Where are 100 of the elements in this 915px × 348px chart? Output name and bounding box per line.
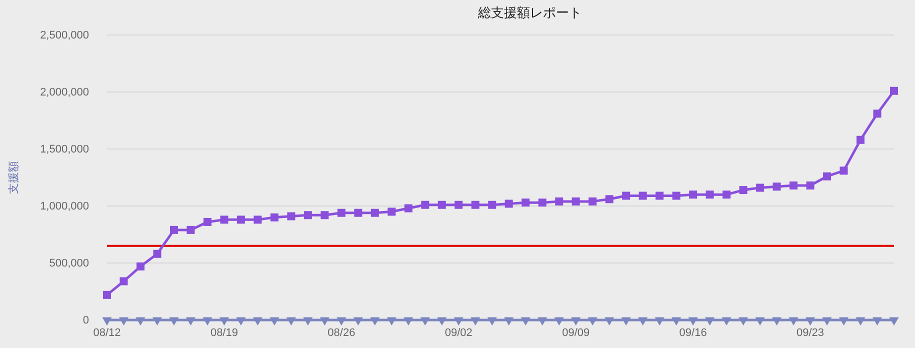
- point: [337, 208, 346, 217]
- point: [388, 208, 396, 216]
- chart-title: 総支援額レポート: [477, 6, 582, 21]
- x-tick-label: 08/19: [210, 326, 238, 339]
- point: [120, 277, 128, 286]
- point: [571, 317, 581, 326]
- point: [672, 317, 682, 326]
- point: [805, 317, 816, 326]
- point: [420, 317, 430, 326]
- point: [103, 290, 111, 299]
- point: [538, 317, 548, 326]
- point: [873, 110, 882, 118]
- point: [454, 200, 463, 209]
- y-tick-label: 1,500,000: [40, 144, 89, 156]
- point: [270, 317, 280, 326]
- point: [153, 250, 162, 258]
- point: [840, 166, 848, 175]
- point: [822, 317, 832, 326]
- point: [470, 317, 480, 326]
- point: [688, 317, 698, 326]
- point: [689, 190, 698, 199]
- point: [588, 197, 597, 206]
- point: [152, 317, 162, 326]
- point: [520, 317, 530, 326]
- point: [738, 317, 748, 326]
- point: [638, 317, 648, 326]
- point: [354, 208, 362, 217]
- point: [538, 198, 546, 207]
- point: [270, 213, 278, 222]
- point: [438, 200, 446, 209]
- point: [252, 317, 263, 326]
- point: [488, 200, 496, 209]
- point: [872, 317, 882, 326]
- point: [806, 181, 814, 190]
- point: [320, 211, 329, 220]
- point: [654, 317, 664, 326]
- point: [890, 86, 898, 95]
- point: [320, 317, 330, 326]
- point: [756, 184, 764, 192]
- point: [605, 195, 614, 204]
- y-tick-label: 2,500,000: [40, 30, 89, 42]
- point: [186, 226, 195, 234]
- point: [823, 172, 832, 180]
- x-tick-label: 08/12: [93, 326, 121, 339]
- x-tick-label: 09/23: [796, 326, 824, 339]
- point: [856, 317, 866, 326]
- point: [889, 317, 899, 326]
- point: [656, 192, 664, 200]
- point: [705, 317, 715, 326]
- point: [437, 317, 447, 326]
- y-tick-label: 0: [82, 314, 89, 327]
- point: [622, 192, 630, 200]
- point: [186, 317, 196, 326]
- point: [287, 212, 296, 220]
- point: [336, 317, 346, 326]
- point: [838, 317, 849, 326]
- point: [454, 317, 464, 326]
- point: [136, 262, 144, 270]
- point: [588, 317, 598, 326]
- point: [386, 317, 396, 326]
- point: [236, 317, 246, 326]
- point: [102, 317, 112, 326]
- point: [404, 204, 412, 212]
- point: [856, 136, 865, 144]
- point: [118, 317, 129, 326]
- point: [219, 317, 230, 326]
- point: [303, 317, 313, 326]
- point: [755, 317, 765, 326]
- point: [522, 198, 530, 207]
- point: [790, 181, 798, 190]
- point: [604, 317, 614, 326]
- point: [169, 317, 179, 326]
- point: [254, 216, 262, 224]
- point: [370, 208, 379, 217]
- point: [421, 200, 430, 209]
- x-tick-label: 09/09: [562, 326, 590, 339]
- point: [353, 317, 363, 326]
- point: [236, 216, 245, 224]
- y-tick-label: 1,000,000: [40, 200, 89, 213]
- x-tick-label: 09/16: [679, 326, 707, 339]
- x-tick-label: 08/26: [328, 326, 356, 339]
- y-tick-label: 500,000: [49, 258, 89, 270]
- point: [504, 200, 513, 208]
- point: [621, 317, 631, 326]
- point: [722, 190, 731, 199]
- point: [471, 200, 480, 209]
- point: [220, 216, 228, 224]
- point: [286, 317, 296, 326]
- point: [672, 192, 680, 200]
- point: [772, 182, 781, 191]
- point: [202, 317, 212, 326]
- point: [170, 226, 178, 234]
- point: [772, 317, 782, 326]
- point: [572, 197, 580, 206]
- x-tick-label: 09/02: [444, 326, 472, 339]
- point: [722, 317, 732, 326]
- point: [136, 317, 146, 326]
- point: [304, 211, 312, 220]
- y-tick-label: 2,000,000: [40, 86, 89, 99]
- point: [404, 317, 414, 326]
